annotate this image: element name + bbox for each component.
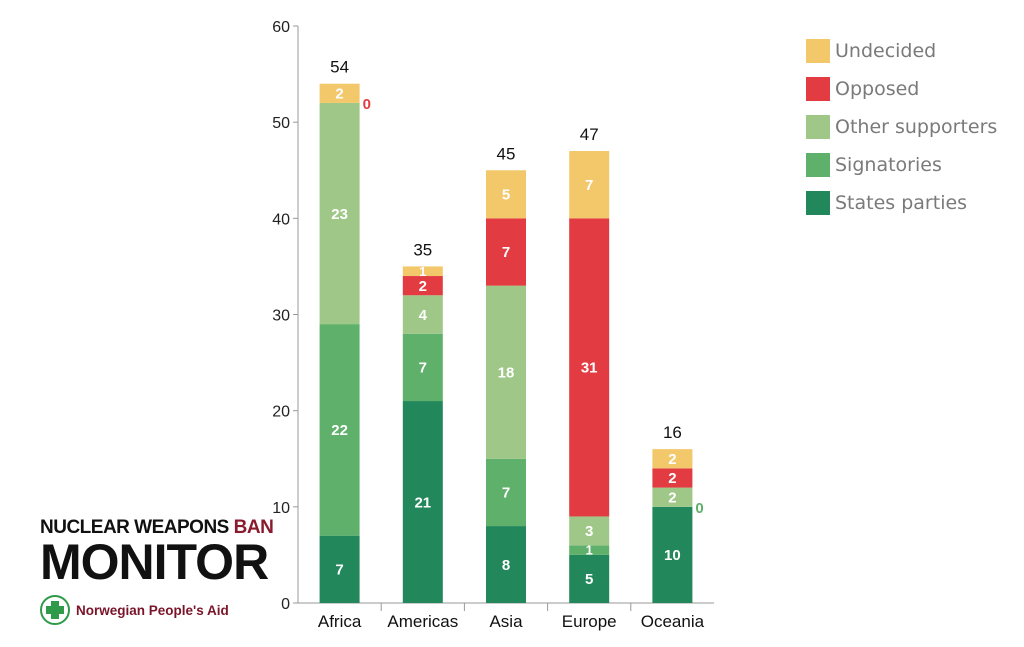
bar-segment-oceania-other-supporters — [652, 487, 693, 507]
bar-segment-asia-states-parties — [486, 526, 526, 603]
y-tick-label: 30 — [272, 308, 290, 325]
bar-segment-americas-undecided — [402, 266, 443, 277]
zero-label: 0 — [363, 96, 371, 113]
bar-segment-europe-undecided — [569, 151, 610, 219]
data-label: 2 — [668, 451, 676, 468]
legend-label: States parties — [835, 192, 968, 214]
data-label: 7 — [585, 177, 593, 194]
data-label: 22 — [331, 422, 348, 439]
bar-segment-africa-undecided — [319, 83, 360, 103]
data-label: 2 — [668, 470, 676, 487]
y-tick-label: 0 — [281, 596, 290, 613]
data-label: 5 — [502, 187, 510, 204]
legend-item-other-supporters: Other supporters — [806, 108, 997, 146]
y-tick-label: 20 — [272, 404, 290, 421]
legend-item-undecided: Undecided — [806, 32, 997, 70]
bar-segment-asia-signatories — [486, 458, 526, 527]
y-tick-label: 40 — [272, 211, 290, 228]
bar-segment-europe-signatories — [569, 545, 610, 555]
data-label: 10 — [664, 547, 681, 564]
x-tick-label: Europe — [562, 612, 617, 631]
bar-segment-oceania-opposed — [652, 468, 693, 488]
bar-segment-oceania-undecided — [652, 449, 693, 469]
org-credit: Norwegian People's Aid — [40, 595, 270, 625]
data-label: 1 — [586, 543, 593, 558]
data-label: 2 — [419, 278, 427, 295]
brand-title-part1: NUCLEAR WEAPONS — [40, 517, 229, 538]
x-tick-label: Asia — [489, 612, 523, 631]
data-label: 1 — [419, 264, 426, 279]
brand-title-part2: BAN — [233, 517, 274, 538]
legend: Undecided Opposed Other supporters Signa… — [806, 32, 997, 222]
bar-segment-europe-states-parties — [569, 554, 610, 603]
bar-segment-americas-other-supporters — [402, 295, 443, 334]
data-label: 3 — [585, 523, 593, 540]
y-tick-label: 60 — [272, 19, 290, 36]
legend-item-states-parties: States parties — [806, 184, 997, 222]
legend-item-signatories: Signatories — [806, 146, 997, 184]
legend-label: Undecided — [835, 40, 937, 62]
legend-swatch-undecided — [806, 39, 830, 63]
data-label: 7 — [335, 562, 343, 579]
data-label: 8 — [502, 557, 510, 574]
bar-segment-asia-other-supporters — [486, 285, 526, 459]
total-label: 47 — [580, 125, 599, 144]
legend-label: Signatories — [835, 154, 942, 176]
legend-item-opposed: Opposed — [806, 70, 997, 108]
cross-logo-icon — [40, 595, 70, 625]
total-label: 54 — [330, 58, 349, 77]
data-label: 7 — [419, 360, 427, 377]
bar-segment-africa-states-parties — [319, 535, 360, 603]
brand-monitor: MONITOR — [40, 534, 269, 590]
total-label: 35 — [413, 240, 432, 259]
bar-segment-oceania-states-parties — [652, 506, 693, 603]
bar-segment-asia-opposed — [486, 218, 526, 286]
y-tick-label: 50 — [272, 115, 290, 132]
bar-segment-americas-signatories — [402, 333, 443, 402]
zero-label: 0 — [695, 500, 703, 517]
legend-swatch-opposed — [806, 77, 830, 101]
data-label: 23 — [331, 206, 348, 223]
bar-segment-asia-undecided — [486, 170, 526, 219]
bar-segment-africa-signatories — [319, 324, 360, 536]
legend-swatch-states-parties — [806, 191, 830, 215]
data-label: 18 — [498, 364, 515, 381]
data-label: 4 — [419, 307, 428, 324]
bar-segment-americas-opposed — [402, 276, 443, 296]
total-label: 16 — [663, 423, 682, 442]
data-label: 31 — [581, 360, 598, 377]
x-tick-label: Africa — [318, 612, 362, 631]
legend-label: Opposed — [835, 78, 920, 100]
legend-swatch-signatories — [806, 153, 830, 177]
legend-label: Other supporters — [835, 116, 998, 138]
x-tick-label: Americas — [387, 612, 458, 631]
data-label: 21 — [414, 494, 431, 511]
bar-segment-americas-states-parties — [402, 401, 443, 603]
y-tick-label: 10 — [272, 500, 290, 517]
bar-segment-europe-opposed — [569, 218, 610, 517]
data-label: 7 — [502, 244, 510, 261]
total-label: 45 — [497, 144, 516, 163]
brand-logo: NUCLEAR WEAPONS BAN MONITOR Norwegian Pe… — [40, 517, 274, 625]
data-label: 2 — [335, 86, 343, 103]
x-tick-label: Oceania — [641, 612, 705, 631]
data-label: 7 — [502, 485, 510, 502]
data-label: 5 — [585, 571, 593, 588]
org-name: Norwegian People's Aid — [76, 602, 229, 618]
brand-title: NUCLEAR WEAPONS BAN — [40, 517, 274, 539]
data-label: 2 — [668, 489, 676, 506]
bar-segment-europe-other-supporters — [569, 516, 610, 546]
bar-segment-africa-other-supporters — [319, 102, 360, 325]
legend-swatch-other-supporters — [806, 115, 830, 139]
